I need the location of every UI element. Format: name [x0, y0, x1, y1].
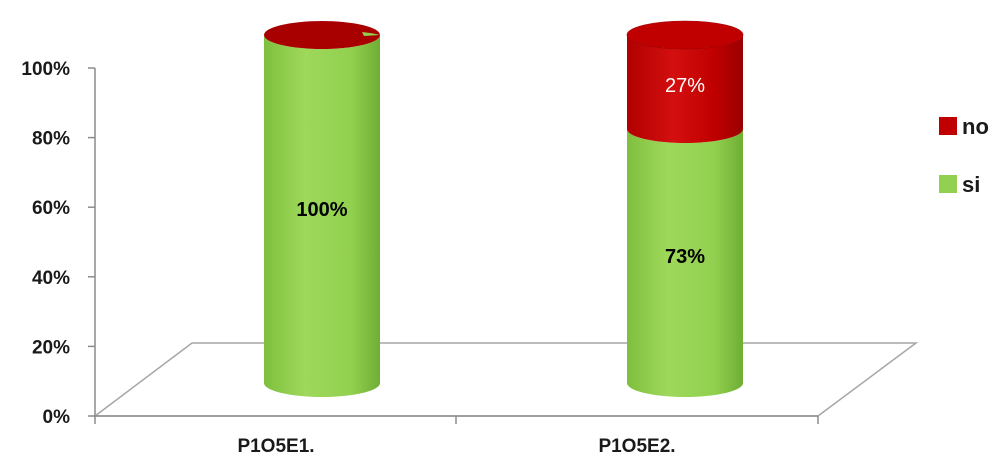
bar-no-2 [627, 35, 743, 143]
y-tick-label: 60% [32, 198, 70, 219]
y-tick-label: 40% [32, 268, 70, 289]
x-category-label: P1O5E1. [237, 436, 314, 457]
data-label-no-2: 27% [665, 75, 705, 97]
data-label-si-1: 100% [296, 199, 347, 221]
legend-label-no: no [962, 114, 989, 139]
bar-si-1 [264, 35, 380, 397]
y-tick-label: 20% [32, 337, 70, 358]
floor-outline [92, 342, 919, 417]
y-tick-label: 0% [43, 407, 71, 428]
data-label-si-2: 73% [665, 246, 705, 268]
x-category-label: P1O5E2. [598, 436, 675, 457]
bar-top-sliver [362, 32, 380, 36]
y-axis: 0% 20% 40% 60% 80% 100% [21, 59, 819, 428]
legend-swatch-si [939, 175, 957, 193]
legend-swatch-no [939, 117, 957, 135]
y-tick-label: 100% [21, 59, 70, 80]
x-axis-labels: P1O5E1. P1O5E2. [237, 436, 675, 457]
bar-si-2 [627, 128, 743, 397]
legend: no si [939, 114, 989, 197]
bar-top-cap-2 [626, 20, 744, 50]
legend-label-si: si [962, 172, 980, 197]
y-tick-label: 80% [32, 129, 70, 150]
chart-floor [92, 342, 919, 417]
bar-top-cap-1 [264, 21, 380, 49]
plot-area: 100% 73% 27% [264, 20, 744, 397]
